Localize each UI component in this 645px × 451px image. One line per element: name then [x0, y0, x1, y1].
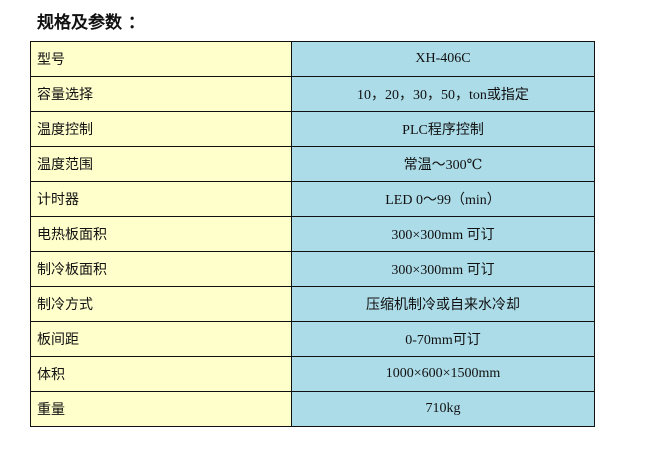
spec-value: LED 0～99（min） [291, 181, 595, 217]
spec-label: 温度控制 [30, 111, 292, 147]
spec-value: 710kg [291, 391, 595, 427]
spec-label: 板间距 [30, 321, 292, 357]
spec-value: 300×300mm 可订 [291, 251, 595, 287]
spec-label: 温度范围 [30, 146, 292, 182]
table-row: 板间距 0-70mm可订 [30, 321, 595, 357]
spec-value: 0-70mm可订 [291, 321, 595, 357]
table-row: 制冷方式 压缩机制冷或自来水冷却 [30, 286, 595, 322]
spec-value: 10，20，30，50，ton或指定 [291, 76, 595, 112]
section-title: 规格及参数 ： [37, 13, 145, 33]
spec-value: 常温～300℃ [291, 146, 595, 182]
spec-value: XH-406C [291, 41, 595, 77]
table-row: 温度控制 PLC程序控制 [30, 111, 595, 147]
table-row: 容量选择 10，20，30，50，ton或指定 [30, 76, 595, 112]
table-row: 温度范围 常温～300℃ [30, 146, 595, 182]
spec-label: 电热板面积 [30, 216, 292, 252]
spec-value: 300×300mm 可订 [291, 216, 595, 252]
spec-label: 重量 [30, 391, 292, 427]
spec-label: 体积 [30, 356, 292, 392]
table-row: 体积 1000×600×1500mm [30, 356, 595, 392]
spec-table: 型号 XH-406C 容量选择 10，20，30，50，ton或指定 温度控制 PLC程序… [30, 41, 595, 427]
spec-value: PLC程序控制 [291, 111, 595, 147]
spec-label: 容量选择 [30, 76, 292, 112]
spec-value: 压缩机制冷或自来水冷却 [291, 286, 595, 322]
table-row: 电热板面积 300×300mm 可订 [30, 216, 595, 252]
spec-label: 制冷板面积 [30, 251, 292, 287]
table-row: 制冷板面积 300×300mm 可订 [30, 251, 595, 287]
table-row: 重量 710kg [30, 391, 595, 427]
spec-value: 1000×600×1500mm [291, 356, 595, 392]
spec-label: 制冷方式 [30, 286, 292, 322]
table-row: 计时器 LED 0～99（min） [30, 181, 595, 217]
spec-label: 型号 [30, 41, 292, 77]
spec-label: 计时器 [30, 181, 292, 217]
table-row: 型号 XH-406C [30, 41, 595, 77]
